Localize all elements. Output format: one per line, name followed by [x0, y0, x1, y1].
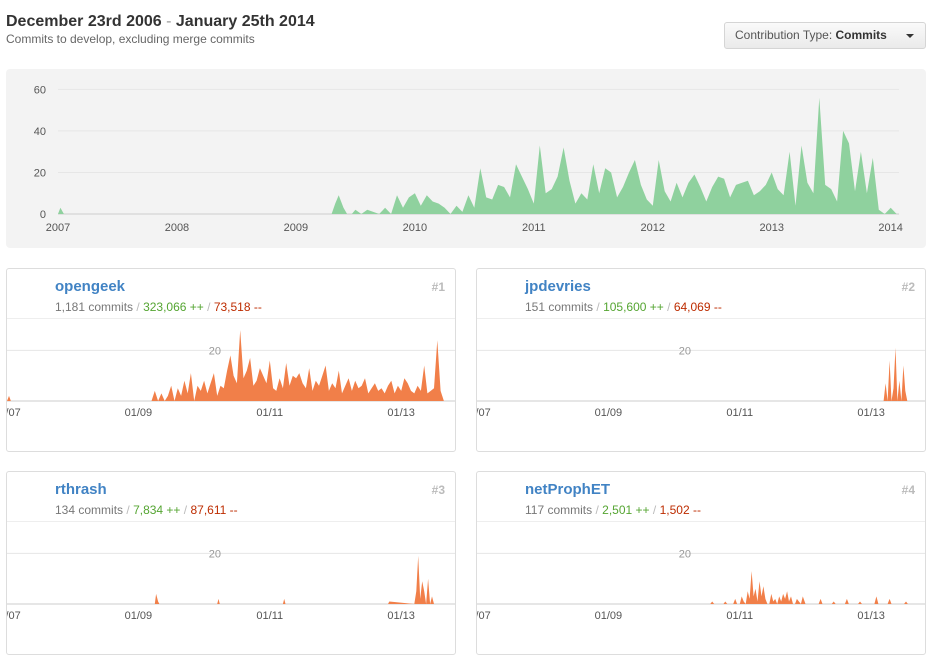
separator: /: [667, 300, 671, 314]
commit-count: 151 commits: [525, 300, 594, 314]
range-end: January 25th 2014: [175, 13, 315, 30]
contributor-name[interactable]: netProphET: [525, 481, 610, 498]
x-tick-label: 01/13: [387, 610, 415, 622]
deletions-count: 64,069 --: [673, 300, 722, 314]
contributor-name[interactable]: jpdevries: [525, 278, 591, 295]
card-header: rthrash 134 commits / 7,834 ++ / 87,611 …: [7, 472, 455, 522]
separator: /: [136, 300, 140, 314]
additions-count: 2,501 ++: [602, 503, 650, 517]
range-start: December 23rd 2006: [6, 13, 162, 30]
caret-down-icon: [906, 34, 914, 38]
x-tick-label: 01/11: [256, 407, 283, 419]
area-series: [154, 555, 437, 604]
x-tick-label: 2014: [878, 222, 902, 234]
contributor-card: rthrash 134 commits / 7,834 ++ / 87,611 …: [6, 471, 456, 655]
avatar[interactable]: [487, 482, 519, 514]
x-tick-label: 2011: [522, 222, 546, 234]
contributor-name[interactable]: opengeek: [55, 278, 126, 295]
overview-chart[interactable]: 0 20 40 60 2007 2008 2009 2010 2011 2012 2013 2014: [6, 69, 926, 248]
contributor-chart: 20 01/07 01/09 01/11 01/13: [7, 330, 455, 419]
contributor-chart: 20 01/07 01/09 01/11 01/13: [7, 548, 455, 622]
x-tick-label: 2012: [641, 222, 665, 234]
area-series: [877, 347, 914, 401]
commit-count: 117 commits: [525, 503, 593, 517]
range-subtitle: Commits to develop, excluding merge comm…: [6, 32, 255, 46]
x-tick-label: 01/11: [726, 610, 753, 622]
card-header: opengeek 1,181 commits / 323,066 ++ / 73…: [7, 269, 455, 319]
deletions-count: 1,502 --: [659, 503, 701, 517]
contributor-stats: 134 commits / 7,834 ++ / 87,611 --: [55, 503, 238, 517]
avatar[interactable]: [17, 279, 49, 311]
separator: /: [126, 503, 130, 517]
y-tick-label: 20: [679, 345, 691, 357]
y-tick-label: 40: [34, 126, 46, 138]
avatar[interactable]: [17, 482, 49, 514]
contributor-name[interactable]: rthrash: [55, 481, 107, 498]
x-tick-label: 01/07: [477, 610, 491, 622]
x-tick-label: 2010: [403, 222, 427, 234]
dropdown-value: Commits: [835, 28, 887, 42]
x-tick-label: 01/13: [387, 407, 415, 419]
x-tick-label: 01/09: [595, 610, 623, 622]
header: December 23rd 2006 - January 25th 2014 C…: [6, 12, 315, 46]
separator: /: [207, 300, 211, 314]
date-range-title: December 23rd 2006 - January 25th 2014: [6, 12, 315, 32]
y-tick-label: 60: [34, 84, 46, 96]
x-tick-label: 01/09: [125, 610, 153, 622]
y-tick-label: 20: [34, 167, 46, 179]
x-tick-label: 01/07: [477, 407, 491, 419]
contributor-stats: 151 commits / 105,600 ++ / 64,069 --: [525, 300, 722, 314]
separator: /: [595, 503, 599, 517]
deletions-count: 87,611 --: [190, 503, 238, 517]
commit-count: 1,181 commits: [55, 300, 134, 314]
area-series: [58, 97, 897, 214]
rank-badge: #4: [901, 483, 915, 497]
x-tick-label: 2013: [759, 222, 783, 234]
card-header: jpdevries 151 commits / 105,600 ++ / 64,…: [477, 269, 925, 319]
x-tick-label: 01/11: [726, 407, 753, 419]
x-tick-label: 01/11: [256, 610, 283, 622]
x-tick-label: 01/07: [7, 610, 21, 622]
contributor-stats: 117 commits / 2,501 ++ / 1,502 --: [525, 503, 701, 517]
separator: /: [652, 503, 657, 517]
commit-count: 134 commits: [55, 503, 124, 517]
range-separator: -: [166, 13, 172, 30]
y-tick-label: 20: [679, 548, 691, 560]
contributor-chart: 20 01/07 01/09 01/11 01/13: [477, 345, 925, 419]
y-tick-label: 20: [209, 548, 221, 560]
area-series: [7, 330, 444, 401]
area-series: [710, 571, 908, 604]
additions-count: 105,600 ++: [603, 300, 664, 314]
overview-chart-svg: 0 20 40 60 2007 2008 2009 2010 2011 2012 2013 2014: [34, 84, 903, 234]
x-tick-label: 01/13: [857, 610, 885, 622]
contributor-card: netProphET 117 commits / 2,501 ++ / 1,50…: [476, 471, 926, 655]
rank-badge: #3: [431, 483, 445, 497]
x-tick-label: 01/07: [7, 407, 21, 419]
dropdown-prefix: Contribution Type:: [735, 28, 833, 42]
x-tick-label: 2007: [46, 222, 70, 234]
y-tick-label: 0: [40, 209, 46, 221]
x-tick-label: 01/13: [857, 407, 885, 419]
x-tick-label: 2009: [284, 222, 308, 234]
x-tick-label: 2008: [165, 222, 189, 234]
x-tick-label: 01/09: [595, 407, 623, 419]
contribution-type-dropdown[interactable]: Contribution Type: Commits: [724, 22, 926, 49]
card-header: netProphET 117 commits / 2,501 ++ / 1,50…: [477, 472, 925, 522]
contributor-card: jpdevries 151 commits / 105,600 ++ / 64,…: [476, 268, 926, 452]
deletions-count: 73,518 --: [213, 300, 262, 314]
avatar[interactable]: [487, 279, 519, 311]
x-tick-label: 01/09: [125, 407, 153, 419]
additions-count: 7,834 ++: [133, 503, 181, 517]
contributor-stats: 1,181 commits / 323,066 ++ / 73,518 --: [55, 300, 262, 314]
separator: /: [183, 503, 188, 517]
y-tick-label: 20: [209, 345, 221, 357]
rank-badge: #2: [901, 280, 915, 294]
contributor-card: opengeek 1,181 commits / 323,066 ++ / 73…: [6, 268, 456, 452]
contributor-chart: 20 01/07 01/09 01/11 01/13: [477, 548, 925, 622]
additions-count: 323,066 ++: [143, 300, 204, 314]
separator: /: [596, 300, 600, 314]
rank-badge: #1: [431, 280, 445, 294]
